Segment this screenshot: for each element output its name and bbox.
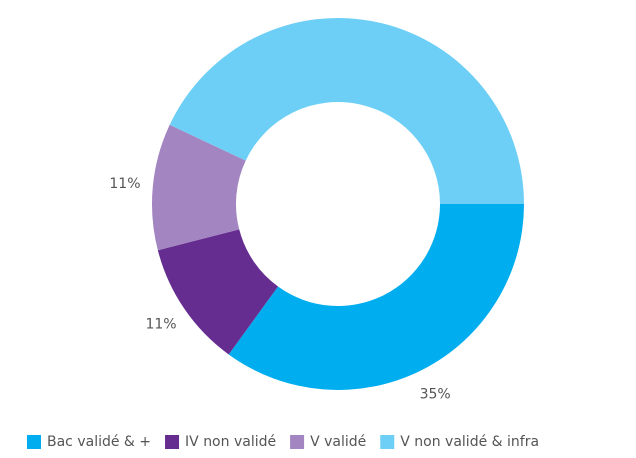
value-label: 35%: [420, 387, 451, 403]
value-label: 11%: [109, 176, 140, 192]
donut-slice: [152, 124, 246, 251]
legend-swatch: [165, 435, 180, 449]
value-label: 43%: [369, 0, 400, 3]
legend-label: Bac validé & +: [47, 434, 151, 450]
legend-label: V non validé & infra: [400, 434, 539, 450]
legend-label: V validé: [310, 434, 366, 450]
legend-label: IV non validé: [185, 434, 276, 450]
donut-slice: [157, 229, 279, 355]
value-label: 11%: [145, 316, 176, 332]
donut-slice: [228, 204, 524, 390]
donut-slice: [169, 17, 525, 204]
legend-swatch: [380, 435, 395, 449]
legend-swatch: [290, 435, 305, 449]
legend-swatch: [27, 435, 41, 449]
